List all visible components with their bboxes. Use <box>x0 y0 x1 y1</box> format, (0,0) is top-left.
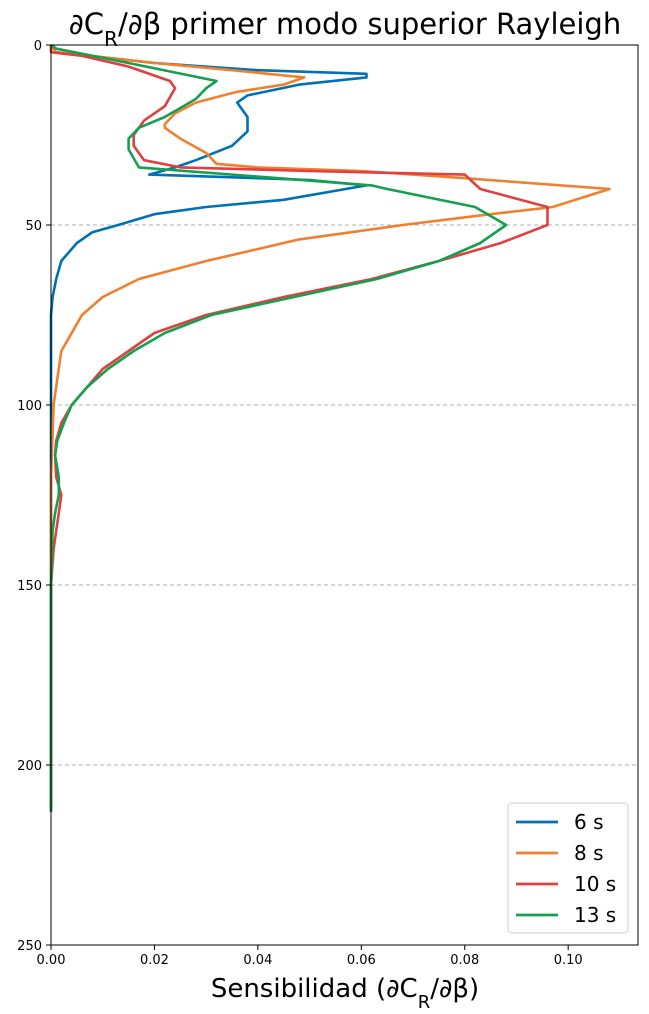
x-axis: 0.00 0.02 0.04 0.06 0.08 0.10 <box>37 945 583 968</box>
x-tick-label: 0.00 <box>37 953 66 968</box>
legend-label-1: 6 s <box>574 810 604 834</box>
y-tick-label: 250 <box>17 939 42 954</box>
plot-frame <box>50 44 639 946</box>
x-tick-label: 0.04 <box>243 953 272 968</box>
y-axis: 0 50 100 150 200 250 <box>17 39 51 954</box>
legend-label-4: 13 s <box>574 903 616 927</box>
series-line-4 <box>49 43 508 812</box>
x-axis-label: Sensibilidad (∂CR/∂β) <box>211 974 479 1013</box>
chart-title: ∂CR/∂β primer modo superior Rayleigh <box>69 7 621 51</box>
chart-title-post: /∂β primer modo superior Rayleigh <box>118 7 621 41</box>
chart-title-pre: ∂C <box>69 7 104 41</box>
x-tick-label: 0.02 <box>140 953 169 968</box>
x-axis-label-sub: R <box>418 992 431 1013</box>
legend: 6 s 8 s 10 s 13 s <box>507 802 629 934</box>
x-axis-label-pre: Sensibilidad (∂C <box>211 974 418 1004</box>
legend-box <box>507 802 629 934</box>
y-tick-label: 150 <box>17 579 42 594</box>
series-line-2 <box>49 44 611 812</box>
y-tick-label: 200 <box>17 759 42 774</box>
y-tick-label: 0 <box>34 39 42 54</box>
legend-label-2: 8 s <box>574 841 604 865</box>
x-tick-label: 0.08 <box>450 953 479 968</box>
chart-title-sub: R <box>104 27 118 51</box>
y-tick-label: 100 <box>17 399 42 414</box>
x-tick-label: 0.10 <box>554 953 583 968</box>
series-lines <box>49 43 611 812</box>
series-line-1 <box>49 44 368 812</box>
y-tick-label: 50 <box>25 219 42 234</box>
legend-label-3: 10 s <box>574 872 616 896</box>
x-axis-label-post: /∂β) <box>430 974 479 1004</box>
x-tick-label: 0.06 <box>347 953 376 968</box>
